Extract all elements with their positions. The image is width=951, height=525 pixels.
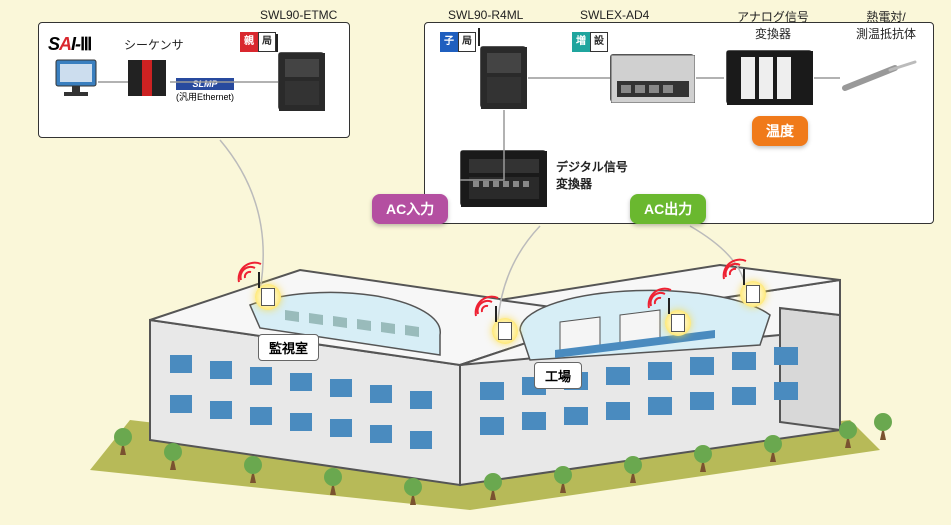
label-factory: 工場	[534, 362, 582, 389]
label-swlex-ad4: SWLEX-AD4	[580, 8, 649, 22]
label-swl90-r4ml: SWL90-R4ML	[448, 8, 523, 22]
badge-ac_out: AC出力	[630, 194, 706, 224]
label-monitor-room: 監視室	[258, 334, 319, 361]
wifi-icon	[722, 257, 750, 286]
wifi-icon	[474, 294, 502, 323]
badge-temp: 温度	[752, 116, 808, 146]
wifi-icon	[237, 260, 265, 289]
wifi-icon	[647, 286, 675, 315]
badge-ac_in: AC入力	[372, 194, 448, 224]
